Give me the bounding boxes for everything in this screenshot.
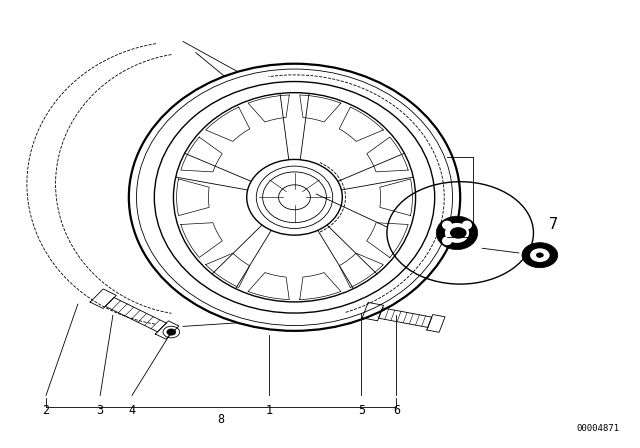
Text: 6: 6 [393,404,400,418]
Text: 1: 1 [266,404,273,418]
Text: 2: 2 [42,404,49,418]
Text: 3: 3 [97,404,104,418]
Ellipse shape [442,220,452,229]
Ellipse shape [541,257,546,260]
Circle shape [536,252,544,258]
Text: 8: 8 [218,413,225,426]
Ellipse shape [445,223,469,243]
Ellipse shape [531,255,536,258]
Ellipse shape [541,250,546,254]
Circle shape [450,227,467,239]
Text: 5: 5 [358,404,365,418]
Ellipse shape [442,237,452,245]
Text: 7: 7 [549,216,559,232]
Text: 00004871: 00004871 [577,424,620,433]
Ellipse shape [462,220,472,229]
Circle shape [167,329,176,335]
Circle shape [530,248,550,262]
Circle shape [522,243,557,267]
Text: 4: 4 [129,404,136,418]
Ellipse shape [436,216,477,250]
